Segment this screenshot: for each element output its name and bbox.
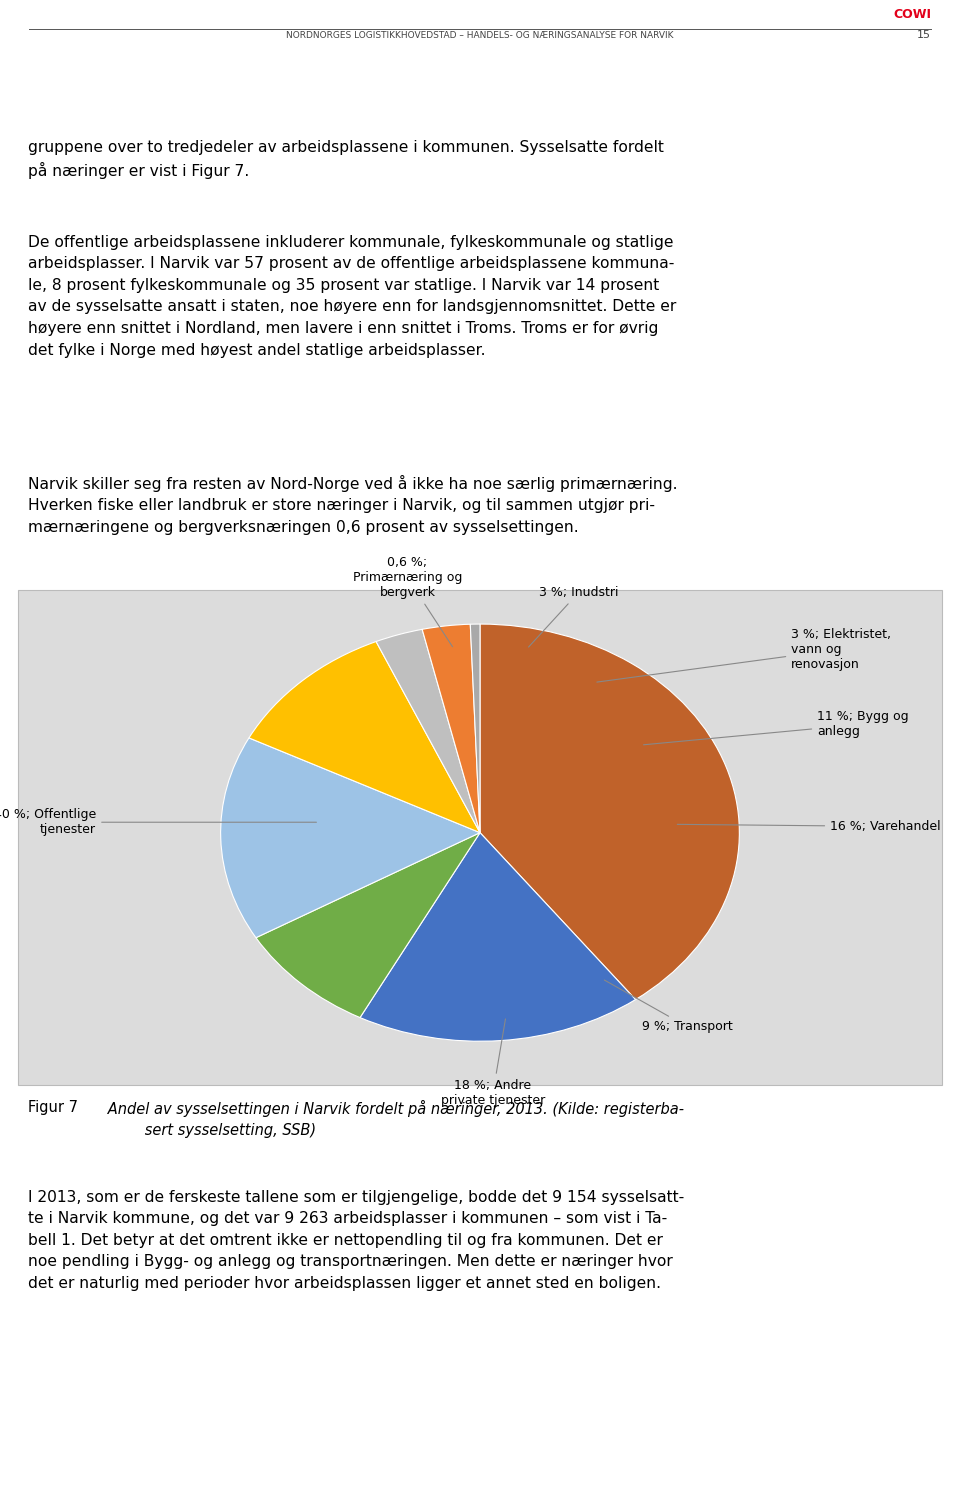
Wedge shape (249, 642, 480, 832)
Wedge shape (376, 630, 480, 832)
Wedge shape (360, 832, 636, 1042)
Text: 16 %; Varehandel: 16 %; Varehandel (678, 820, 941, 832)
Text: Narvik skiller seg fra resten av Nord-Norge ved å ikke ha noe særlig primærnærin: Narvik skiller seg fra resten av Nord-No… (28, 474, 678, 535)
Text: 9 %; Transport: 9 %; Transport (604, 981, 732, 1033)
Text: COWI: COWI (893, 7, 931, 21)
Wedge shape (422, 624, 480, 832)
Text: 0,6 %;
Primærnæring og
bergverk: 0,6 %; Primærnæring og bergverk (352, 556, 462, 646)
Text: 3 %; Inudstri: 3 %; Inudstri (529, 585, 618, 646)
Text: 15: 15 (917, 30, 931, 40)
Text: 11 %; Bygg og
anlegg: 11 %; Bygg og anlegg (643, 710, 909, 744)
Wedge shape (256, 832, 480, 1018)
Text: 40 %; Offentlige
tjenester: 40 %; Offentlige tjenester (0, 808, 317, 837)
Bar (18, 590, 942, 1085)
Wedge shape (480, 624, 739, 1000)
Text: NORDNORGES LOGISTIKKHOVEDSTAD – HANDELS- OG NÆRINGSANALYSE FOR NARVIK: NORDNORGES LOGISTIKKHOVEDSTAD – HANDELS-… (286, 31, 674, 40)
Wedge shape (470, 624, 480, 832)
Text: Figur 7: Figur 7 (28, 1100, 78, 1114)
Text: gruppene over to tredjedeler av arbeidsplassene i kommunen. Sysselsatte fordelt
: gruppene over to tredjedeler av arbeidsp… (28, 140, 664, 180)
Text: 18 %; Andre
private tjenester: 18 %; Andre private tjenester (441, 1019, 545, 1107)
Text: 3 %; Elektristet,
vann og
renovasjon: 3 %; Elektristet, vann og renovasjon (597, 627, 891, 682)
Wedge shape (221, 739, 480, 938)
Text: Andel av sysselsettingen i Narvik fordelt på næringer, 2013. (Kilde: registerba-: Andel av sysselsettingen i Narvik fordel… (80, 1100, 684, 1138)
Text: I 2013, som er de ferskeste tallene som er tilgjengelige, bodde det 9 154 syssel: I 2013, som er de ferskeste tallene som … (28, 1190, 684, 1291)
Text: De offentlige arbeidsplassene inkluderer kommunale, fylkeskommunale og statlige
: De offentlige arbeidsplassene inkluderer… (28, 235, 676, 358)
